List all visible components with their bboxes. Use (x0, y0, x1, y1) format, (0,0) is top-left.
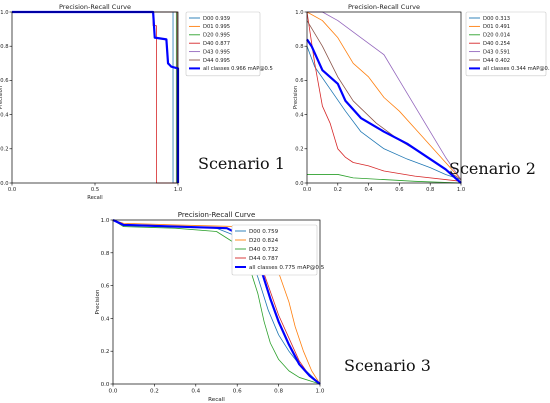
x-tick-label: 1.0 (174, 187, 182, 193)
legend-entry: all classes 0.775 mAP@0.5 (249, 265, 325, 271)
series-line-d40 (306, 11, 462, 182)
legend-entry: D20 0.995 (203, 33, 230, 39)
legend-entry: D44 0.787 (249, 256, 279, 262)
x-tick-label: 0.8 (426, 187, 434, 193)
series-line-d40 (12, 11, 178, 184)
series-line-d43 (12, 11, 178, 184)
y-tick-label: 1.0 (0, 10, 8, 16)
y-tick-label: 1.0 (101, 218, 110, 224)
legend-entry: all classes 0.344 mAP@0.5 (483, 66, 550, 72)
legend-entry: D40 0.732 (249, 247, 278, 253)
series-line-all (306, 38, 462, 184)
y-tick-label: 0.4 (101, 316, 110, 322)
x-tick-label: 0.0 (109, 389, 118, 395)
legend-entry: D44 0.402 (483, 58, 510, 64)
y-tick-label: 0.8 (0, 44, 8, 50)
series-line-d44 (306, 20, 462, 180)
x-axis-label: Recall (87, 195, 102, 201)
x-tick-label: 1.0 (457, 187, 465, 193)
x-tick-label: 0.0 (303, 187, 311, 193)
x-axis-label: Recall (208, 397, 225, 403)
legend-entry: D00 0.939 (203, 16, 230, 22)
legend-entry: D20 0.824 (249, 238, 279, 244)
series-line-d01 (306, 11, 462, 180)
x-tick-label: 0.5 (91, 187, 99, 193)
legend-entry: D43 0.995 (203, 49, 230, 55)
x-tick-label: 0.6 (395, 187, 403, 193)
y-tick-label: 0.8 (295, 44, 303, 50)
plot-frame (112, 219, 321, 385)
legend-box (465, 11, 547, 77)
series-line-d20 (12, 11, 178, 184)
series-line-d43 (307, 11, 462, 180)
y-tick-label: 0.2 (0, 147, 8, 153)
y-tick-label: 0.0 (101, 382, 110, 388)
x-tick-label: 0.2 (334, 187, 342, 193)
legend-entry: D40 0.877 (203, 41, 230, 47)
x-tick-label: 1.0 (316, 389, 325, 395)
plot-frame (306, 11, 462, 184)
series-line-d00 (306, 46, 462, 180)
legend-entry: D01 0.491 (483, 24, 510, 30)
y-axis-label: Precision (95, 289, 101, 314)
plot-frame (11, 11, 179, 184)
x-tick-label: 0.2 (150, 389, 159, 395)
legend-entry: all classes 0.966 mAP@0.5 (203, 66, 273, 72)
y-axis-label: Precision (293, 86, 299, 109)
y-tick-label: 0.0 (295, 181, 303, 187)
series-line-all (12, 10, 180, 183)
y-tick-label: 0.4 (295, 112, 304, 118)
legend-entry: D00 0.759 (249, 229, 279, 235)
x-tick-label: 0.4 (191, 389, 200, 395)
y-tick-label: 0.0 (0, 181, 8, 187)
y-tick-label: 0.8 (101, 251, 110, 257)
y-tick-label: 0.2 (295, 147, 303, 153)
x-tick-label: 0.4 (364, 187, 373, 193)
y-tick-label: 0.2 (101, 349, 110, 355)
legend-entry: D00 0.313 (483, 16, 510, 22)
y-tick-label: 0.6 (101, 284, 110, 290)
series-line-d01 (12, 11, 178, 184)
scenario-1-label: Scenario 1 (198, 154, 285, 173)
x-tick-label: 0.6 (233, 389, 242, 395)
legend-entry: D44 0.995 (203, 58, 230, 64)
y-tick-label: 0.6 (0, 78, 8, 84)
chart-3: Precision-Recall Curve 0.0 0.2 0.4 0.6 0.8 1.0… (95, 211, 325, 403)
chart-title: Precision-Recall Curve (348, 3, 420, 11)
x-tick-label: 0.0 (8, 187, 16, 193)
y-tick-label: 0.6 (295, 78, 303, 84)
series-line-d00 (12, 11, 178, 184)
legend-entry: D40 0.254 (483, 41, 511, 47)
series-line-d20 (307, 174, 462, 184)
legend-entry: D01 0.995 (203, 24, 230, 30)
y-axis-label: Precision (0, 86, 4, 109)
y-tick-label: 1.0 (295, 10, 303, 16)
series-line-d44 (12, 11, 178, 184)
x-tick-label: 0.8 (274, 389, 283, 395)
legend-box (231, 224, 318, 276)
legend-box (185, 11, 261, 77)
legend-entry: D43 0.591 (483, 49, 510, 55)
chart-1: Precision-Recall Curve 0.0 0.2 0.4 0.6 0.8 1.0… (0, 3, 273, 201)
scenario-2-label: Scenario 2 (449, 159, 536, 178)
chart-2: Precision-Recall Curve 0.0 0.2 0.4 0.6 0.8 1.0… (293, 3, 550, 193)
y-tick-label: 0.4 (0, 112, 9, 118)
scenario-3-label: Scenario 3 (344, 356, 431, 375)
legend-entry: D20 0.014 (483, 33, 511, 39)
series-line-d40 (112, 219, 321, 385)
chart-title: Precision-Recall Curve (178, 211, 256, 219)
chart-title: Precision-Recall Curve (59, 3, 131, 11)
